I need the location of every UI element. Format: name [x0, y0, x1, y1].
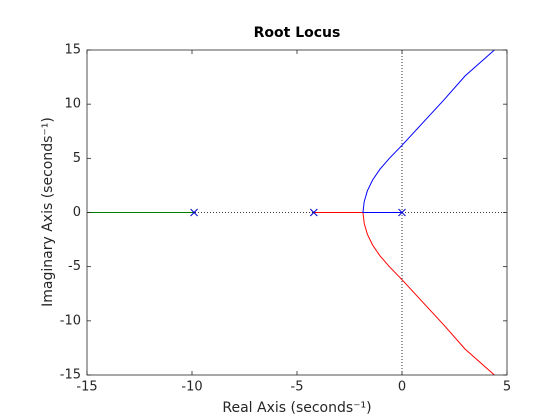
- y-tick-label: -5: [68, 259, 81, 274]
- x-tick-label: -5: [291, 380, 304, 395]
- pole-stroke: [398, 208, 406, 217]
- x-tick-label: 5: [503, 380, 511, 395]
- y-tick-label: 5: [73, 151, 81, 166]
- pole-marker: [309, 208, 318, 217]
- locus-branch: [362, 49, 495, 213]
- x-axis-label: Real Axis (seconds⁻¹): [222, 400, 371, 416]
- locus-branch: [313, 212, 495, 376]
- y-tick-label: 0: [73, 205, 81, 220]
- y-tick-label: 15: [64, 43, 81, 58]
- x-tick-label: -10: [181, 380, 202, 395]
- y-tick-label: -15: [60, 368, 81, 383]
- y-tick-label: -10: [60, 313, 81, 328]
- x-tick-label: 0: [398, 380, 406, 395]
- y-axis-label: Imaginary Axis (seconds⁻¹): [40, 117, 56, 307]
- x-tick-label: -15: [76, 380, 97, 395]
- pole-stroke: [309, 208, 318, 217]
- y-tick-label: 10: [64, 97, 81, 112]
- pole-marker: [398, 208, 406, 217]
- pole-stroke: [190, 208, 198, 217]
- pole-marker: [190, 208, 198, 217]
- chart-title: Root Locus: [254, 25, 341, 41]
